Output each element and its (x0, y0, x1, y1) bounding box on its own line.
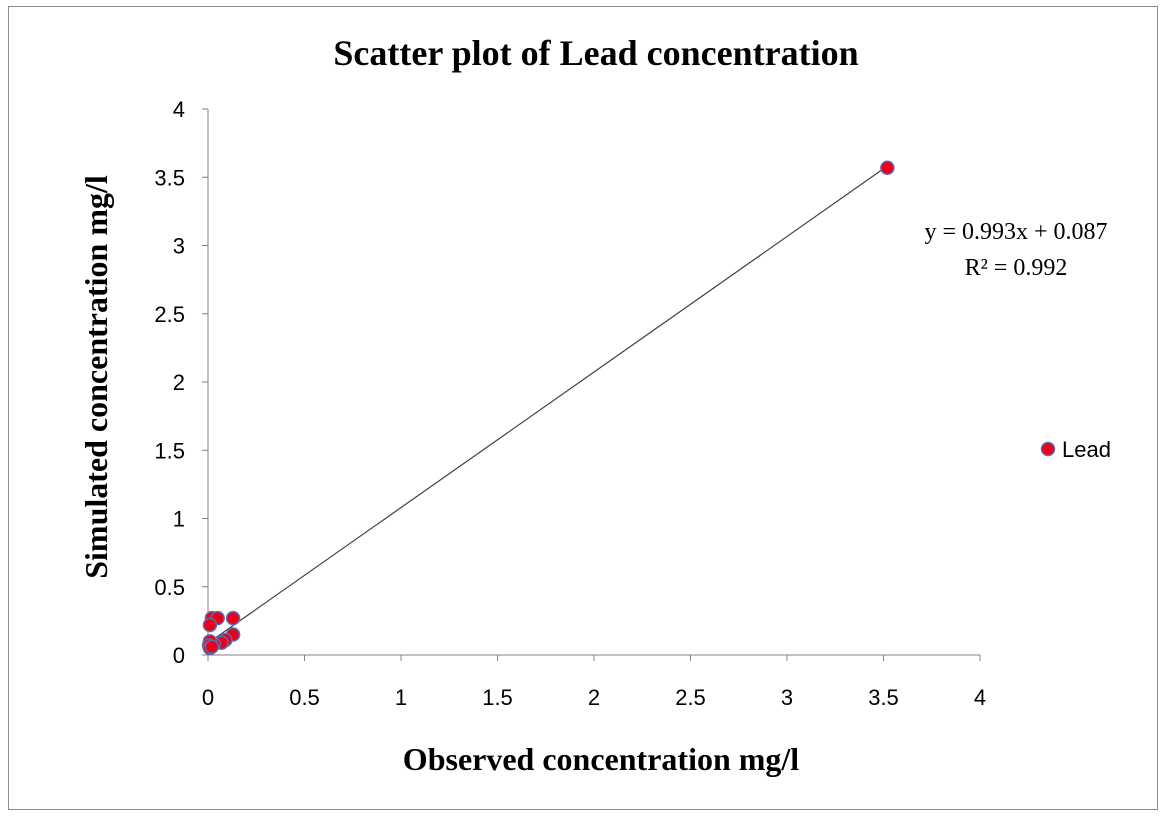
x-tick-label: 3.5 (868, 685, 899, 710)
y-tick-label: 3 (173, 234, 185, 259)
legend-marker (1040, 441, 1056, 457)
y-tick-label: 0 (173, 643, 185, 668)
chart-title: Scatter plot of Lead concentration (333, 33, 858, 73)
legend: Lead (1040, 437, 1111, 462)
data-point (225, 610, 241, 626)
data-point (880, 160, 895, 175)
y-tick-label: 4 (173, 97, 185, 122)
x-tick-label: 3 (781, 685, 793, 710)
trendline (207, 165, 888, 644)
x-tick-label: 2 (588, 685, 600, 710)
y-tick-label: 3.5 (154, 165, 185, 190)
axes (207, 109, 980, 656)
x-tick-label: 2.5 (675, 685, 706, 710)
data-point (204, 639, 220, 655)
y-tick-label: 1 (173, 507, 185, 532)
x-tick-label: 0 (202, 685, 214, 710)
x-axis-ticks: 0 0.5 1 1.5 2 2.5 3 3.5 4 (202, 655, 986, 710)
scatter-chart: Scatter plot of Lead concentration 0 0.5 1… (78, 33, 1111, 777)
y-axis-title: Simulated concentration mg/l (78, 175, 114, 579)
x-tick-label: 4 (974, 685, 986, 710)
data-point (202, 617, 218, 633)
y-tick-label: 2.5 (154, 302, 185, 327)
data-points (201, 160, 895, 656)
y-tick-label: 1.5 (154, 438, 185, 463)
x-tick-label: 0.5 (289, 685, 320, 710)
y-tick-label: 2 (173, 370, 185, 395)
y-axis-ticks: 0 0.5 1 1.5 2 2.5 3 3.5 4 (154, 97, 208, 668)
x-tick-label: 1.5 (482, 685, 513, 710)
trendline-equation: y = 0.993x + 0.087 (924, 219, 1107, 245)
trendline-r-squared: R² = 0.992 (965, 255, 1068, 281)
trendline-group (207, 165, 888, 644)
y-tick-label: 0.5 (154, 575, 185, 600)
x-axis-title: Observed concentration mg/l (403, 741, 800, 777)
x-tick-label: 1 (395, 685, 407, 710)
chart-frame: Scatter plot of Lead concentration 0 0.5 1… (8, 6, 1158, 810)
legend-label: Lead (1062, 437, 1111, 462)
